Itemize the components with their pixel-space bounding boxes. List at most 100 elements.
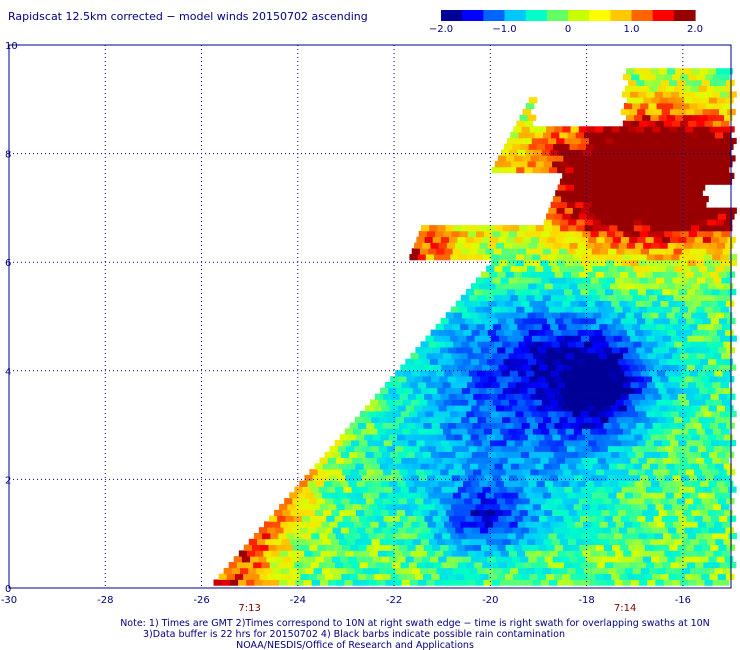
heatmap-cell — [457, 318, 466, 325]
heatmap-cell — [453, 387, 463, 394]
heatmap-cell — [457, 562, 467, 569]
heatmap-cell — [571, 236, 581, 243]
heatmap-cell — [695, 289, 704, 296]
heatmap-cell — [506, 318, 515, 325]
heatmap-cell — [524, 381, 533, 389]
heatmap-cell — [711, 289, 720, 296]
heatmap-cell — [564, 207, 574, 214]
heatmap-cell — [586, 573, 596, 580]
heatmap-cell — [723, 538, 732, 545]
heatmap-cell — [478, 387, 487, 394]
heatmap-cell — [604, 190, 613, 197]
colorbar-segment — [504, 10, 527, 21]
heatmap-cell — [565, 428, 575, 435]
heatmap-cell — [657, 132, 667, 139]
heatmap-cell — [673, 370, 682, 377]
heatmap-cell — [446, 358, 455, 365]
heatmap-cell — [383, 469, 392, 476]
heatmap-cell — [487, 434, 496, 441]
heatmap-cell — [626, 143, 636, 150]
heatmap-cell — [434, 503, 444, 511]
heatmap-cell — [601, 509, 610, 516]
heatmap-cell — [327, 533, 337, 540]
heatmap-cell — [637, 440, 646, 447]
heatmap-cell — [315, 480, 325, 487]
heatmap-cell — [614, 254, 623, 261]
heatmap-cell — [458, 411, 467, 418]
heatmap-cell — [270, 579, 280, 586]
heatmap-cell — [381, 527, 391, 534]
heatmap-cell — [690, 463, 700, 470]
heatmap-cell — [587, 155, 597, 162]
heatmap-cell — [657, 248, 666, 255]
heatmap-cell — [706, 370, 715, 377]
heatmap-cell — [622, 254, 631, 261]
heatmap-cell — [569, 242, 579, 249]
heatmap-cell — [292, 573, 301, 580]
heatmap-cell — [567, 201, 576, 208]
heatmap-cell — [684, 405, 693, 412]
heatmap-cell — [426, 503, 435, 511]
heatmap-cell — [673, 445, 682, 452]
heatmap-cell — [398, 451, 407, 458]
heatmap-cell — [476, 521, 486, 528]
heatmap-cell — [648, 474, 657, 482]
heatmap-cell — [358, 469, 368, 476]
heatmap-cell — [369, 474, 379, 482]
heatmap-cell — [654, 259, 664, 267]
heatmap-cell — [594, 329, 603, 336]
heatmap-cell — [300, 573, 309, 580]
heatmap-cell — [689, 201, 699, 208]
heatmap-cell — [598, 579, 607, 586]
heatmap-cell — [666, 161, 676, 168]
heatmap-cell — [576, 312, 586, 319]
heatmap-cell — [659, 97, 669, 104]
heatmap-cell — [565, 167, 574, 174]
heatmap-cell — [566, 149, 575, 156]
heatmap-cell — [487, 480, 497, 487]
heatmap-cell — [391, 544, 400, 551]
heatmap-cell — [652, 573, 661, 580]
heatmap-cell — [550, 248, 560, 255]
heatmap-cell — [579, 271, 588, 278]
heatmap-cell — [699, 434, 709, 441]
heatmap-cell — [448, 544, 457, 551]
heatmap-cell — [581, 335, 590, 342]
heatmap-cell — [615, 521, 625, 528]
heatmap-cell — [406, 376, 416, 383]
heatmap-cell — [551, 132, 560, 139]
heatmap-cell — [686, 364, 696, 371]
heatmap-cell — [447, 573, 457, 580]
heatmap-cell — [489, 347, 498, 354]
heatmap-cell — [602, 527, 612, 534]
heatmap-cell — [585, 556, 595, 563]
heatmap-cell — [536, 405, 546, 412]
heatmap-cell — [662, 440, 671, 447]
heatmap-cell — [578, 451, 587, 458]
heatmap-cell — [574, 149, 584, 156]
heatmap-cell — [655, 579, 664, 586]
heatmap-cell — [510, 492, 519, 499]
heatmap-cell — [726, 213, 735, 220]
heatmap-cell — [633, 132, 642, 139]
heatmap-cell — [662, 207, 672, 214]
heatmap-cell — [668, 300, 678, 307]
heatmap-cell — [503, 509, 512, 516]
heatmap-cell — [681, 567, 691, 575]
heatmap-cell — [490, 236, 499, 243]
heatmap-cell — [642, 283, 652, 290]
heatmap-cell — [483, 428, 493, 435]
heatmap-cell — [695, 411, 704, 418]
heatmap-cell — [604, 236, 614, 243]
heatmap-cell — [645, 393, 654, 400]
heatmap-cell — [532, 381, 541, 389]
heatmap-cell — [480, 451, 489, 458]
heatmap-cell — [629, 411, 639, 418]
heatmap-cell — [715, 219, 725, 226]
heatmap-cell — [445, 387, 455, 394]
heatmap-cell — [568, 312, 577, 319]
heatmap-cell — [291, 527, 301, 534]
heatmap-cell — [709, 498, 719, 505]
heatmap-cell — [400, 411, 410, 418]
heatmap-cell — [467, 503, 476, 511]
